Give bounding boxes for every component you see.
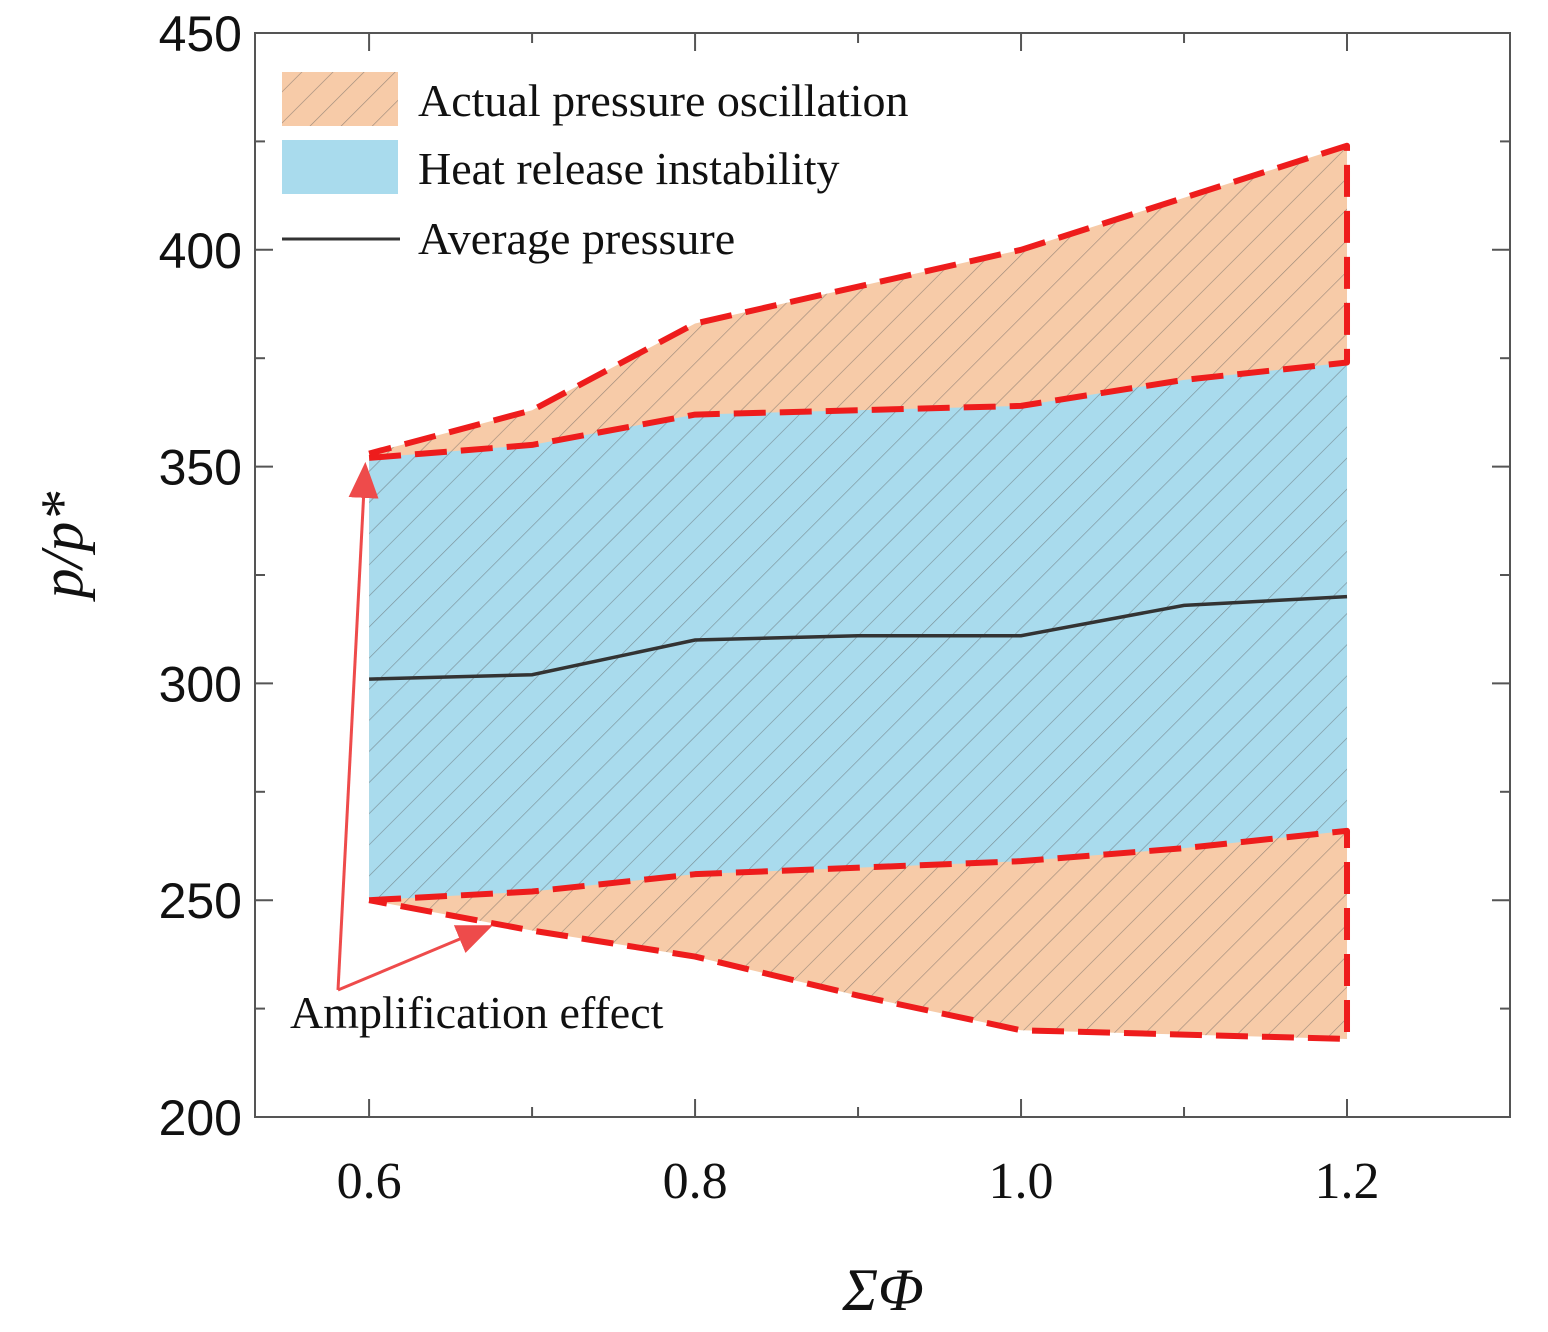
legend-label-oscillation: Actual pressure oscillation	[418, 75, 909, 126]
oscillation-hatch	[369, 145, 1348, 1039]
legend: Actual pressure oscillation Heat release…	[282, 72, 909, 264]
amplification-arrow	[336, 461, 379, 991]
legend-label-average: Average pressure	[418, 213, 735, 264]
x-tick-label: 0.8	[663, 1153, 728, 1210]
legend-label-heat: Heat release instability	[418, 143, 840, 194]
y-tick-label: 350	[159, 440, 242, 496]
average-pressure-line	[369, 594, 1348, 681]
x-axis-title: ΣΦ	[841, 1257, 923, 1323]
legend-swatch-heat	[282, 140, 398, 194]
x-tick-label: 0.6	[337, 1153, 402, 1210]
y-tick-label: 200	[159, 1090, 242, 1146]
annotation-text: Amplification effect	[290, 987, 664, 1038]
y-tick-label: 450	[159, 6, 242, 62]
y-axis-title: p/p*	[29, 492, 95, 603]
y-tick-label: 300	[159, 656, 242, 712]
x-tick-label: 1.2	[1315, 1153, 1380, 1210]
x-tick-label: 1.0	[989, 1153, 1054, 1210]
y-tick-label: 250	[159, 873, 242, 929]
oscillation-upper-outline	[368, 142, 1351, 461]
y-tick-label: 400	[159, 223, 242, 279]
amplification-arrow	[337, 925, 493, 992]
legend-swatch-oscillation-hatch	[282, 72, 398, 126]
oscillation-lower-outline	[368, 827, 1351, 1042]
